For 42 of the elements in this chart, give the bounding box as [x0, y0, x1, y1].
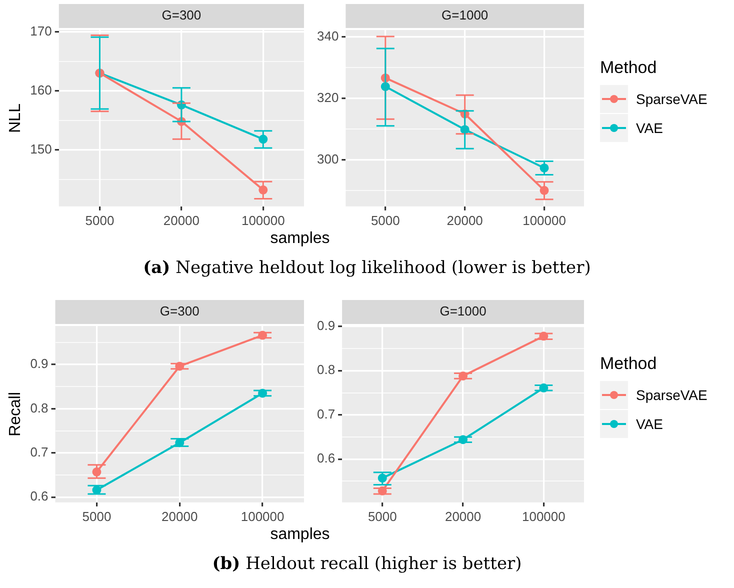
- y-tick-label: 0.8: [316, 362, 336, 378]
- x-tick-label: 5000: [370, 212, 400, 228]
- legend-label: SparseVAE: [636, 386, 708, 402]
- y-tick-label: 0.7: [316, 406, 336, 422]
- legend-title: Method: [600, 58, 658, 78]
- y-tick-label: 340: [316, 28, 339, 44]
- y-tick-label: 320: [316, 90, 339, 105]
- legend-label: SparseVAE: [636, 90, 708, 106]
- x-tick-label: 20000: [444, 508, 482, 524]
- text: (a) Negative heldout log likelihood (lower is better): [142, 258, 592, 278]
- x-tick-label: 100000: [240, 508, 284, 524]
- y-tick-label: 300: [316, 151, 339, 166]
- x-tick-label: 5000: [85, 212, 114, 228]
- legend-title: Method: [600, 354, 658, 374]
- x-tick-label: 100000: [522, 508, 566, 524]
- x-tick-label: 20000: [163, 212, 200, 228]
- chart-title: G=300: [162, 8, 202, 23]
- x-tick-label: 100000: [522, 212, 566, 228]
- x-tick-label: 5000: [82, 508, 112, 524]
- y-tick-label: 160: [30, 82, 52, 98]
- y-axis-title: Recall: [7, 392, 24, 436]
- y-tick-label: 170: [30, 23, 52, 38]
- x-tick-label: 20000: [446, 212, 483, 228]
- y-tick-label: 150: [30, 141, 52, 156]
- text: (b) Heldout recall (higher is better): [211, 554, 523, 574]
- chart-title: G=1000: [442, 8, 488, 23]
- chart-title: G=1000: [440, 304, 486, 319]
- y-tick-label: 0.9: [316, 318, 336, 334]
- x-tick-label: 20000: [162, 508, 198, 524]
- x-axis-title: samples: [269, 230, 331, 248]
- x-tick-label: 100000: [241, 212, 285, 228]
- x-tick-label: 5000: [368, 508, 397, 524]
- legend-label: VAE: [636, 120, 663, 136]
- y-tick-label: 0.7: [30, 444, 48, 460]
- y-tick-label: 0.6: [316, 450, 336, 466]
- legend-label: VAE: [636, 416, 663, 432]
- y-tick-label: 0.8: [30, 400, 48, 416]
- y-tick-label: 0.6: [30, 488, 48, 504]
- y-axis-title: NLL: [7, 103, 24, 133]
- x-axis-title: samples: [269, 526, 331, 544]
- y-tick-label: 0.9: [30, 356, 48, 372]
- chart-title: G=300: [160, 304, 200, 319]
